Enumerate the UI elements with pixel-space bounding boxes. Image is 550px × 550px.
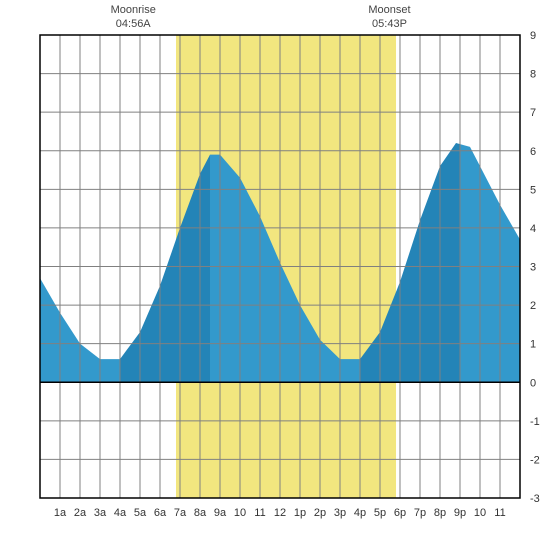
svg-text:9a: 9a [214,507,227,519]
svg-text:10: 10 [234,507,246,519]
svg-text:11: 11 [254,507,265,519]
moonrise-label: Moonrise [111,3,156,17]
moonrise-annotation: Moonrise 04:56A [111,3,156,32]
svg-text:4a: 4a [114,507,127,519]
svg-text:1: 1 [530,339,536,351]
svg-text:10: 10 [474,507,486,519]
moonset-annotation: Moonset 05:43P [368,3,410,32]
svg-text:2p: 2p [314,507,326,519]
svg-text:9: 9 [530,30,536,42]
svg-text:2a: 2a [74,507,87,519]
moonset-label: Moonset [368,3,410,17]
svg-text:8: 8 [530,69,536,81]
svg-text:6a: 6a [154,507,167,519]
svg-text:9p: 9p [454,507,466,519]
svg-text:4p: 4p [354,507,366,519]
svg-text:8p: 8p [434,507,446,519]
svg-text:5a: 5a [134,507,147,519]
svg-text:-1: -1 [530,416,540,428]
svg-text:6p: 6p [394,507,406,519]
svg-text:1p: 1p [294,507,306,519]
tide-chart: Moonrise 04:56A Moonset 05:43P 1a2a3a4a5… [0,0,550,550]
svg-text:7: 7 [530,107,536,119]
moonset-time: 05:43P [368,17,410,31]
svg-text:2: 2 [530,300,536,312]
svg-text:8a: 8a [194,507,207,519]
svg-text:5: 5 [530,184,536,196]
svg-text:5p: 5p [374,507,386,519]
svg-text:6: 6 [530,146,536,158]
svg-text:3a: 3a [94,507,107,519]
svg-text:12: 12 [274,507,286,519]
svg-text:11: 11 [494,507,505,519]
chart-svg: 1a2a3a4a5a6a7a8a9a1011121p2p3p4p5p6p7p8p… [0,0,550,550]
svg-text:4: 4 [530,223,536,235]
svg-text:3p: 3p [334,507,346,519]
svg-text:-3: -3 [530,493,540,505]
svg-text:-2: -2 [530,454,540,466]
svg-text:1a: 1a [54,507,67,519]
svg-text:7a: 7a [174,507,187,519]
svg-text:0: 0 [530,377,536,389]
svg-text:3: 3 [530,262,536,274]
svg-text:7p: 7p [414,507,426,519]
moonrise-time: 04:56A [111,17,156,31]
